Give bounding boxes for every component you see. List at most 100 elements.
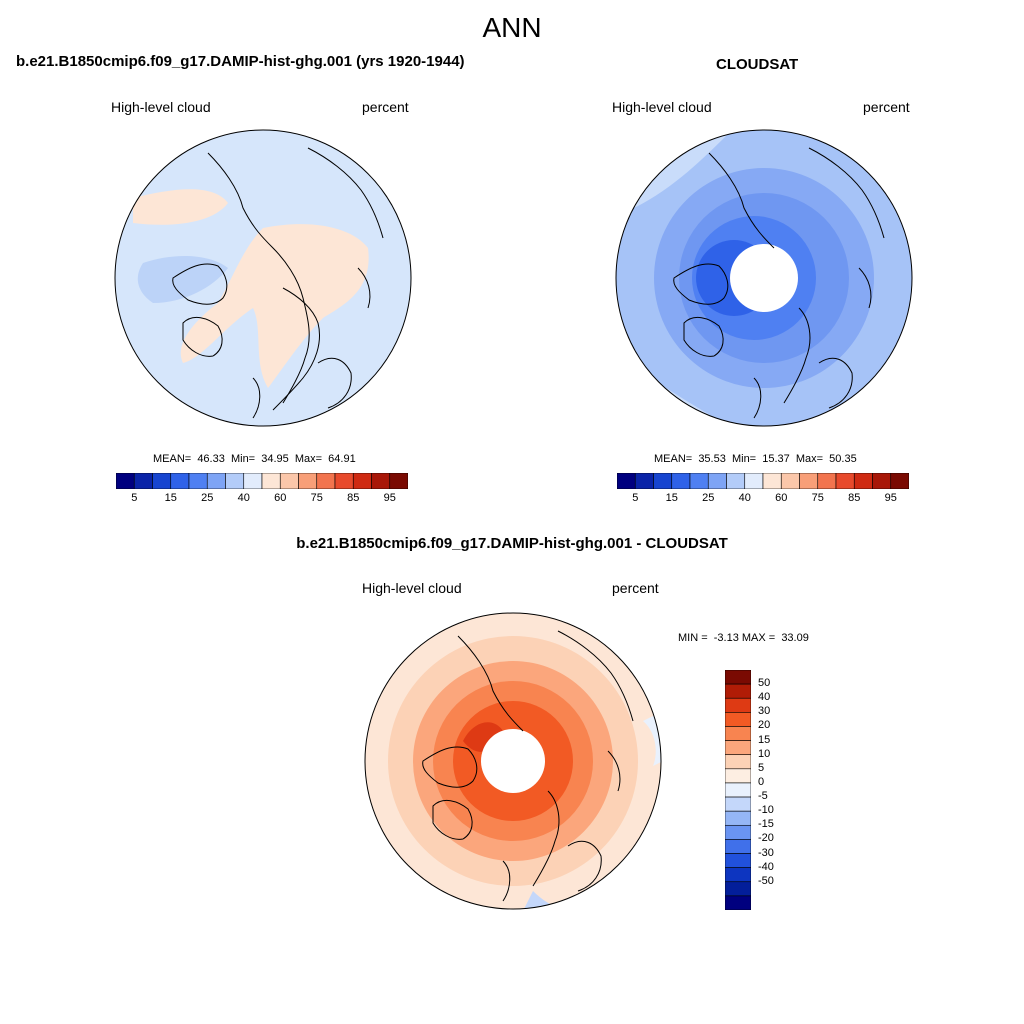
diff-polar-map: [364, 612, 662, 910]
model-variable-label: High-level cloud: [111, 99, 211, 115]
obs-colorbar: [617, 473, 909, 489]
model-colorbar-swatch: [170, 473, 190, 489]
model-colorbar-swatch: [116, 473, 135, 489]
diff-units-label: percent: [612, 580, 659, 596]
obs-colorbar-swatch: [817, 473, 837, 489]
diff-colorbar-tick-label: -30: [758, 846, 774, 859]
diff-colorbar-swatch: [725, 740, 751, 756]
diff-colorbar-swatch: [725, 754, 751, 770]
obs-colorbar-swatch: [671, 473, 691, 489]
diff-colorbar-swatch: [725, 853, 751, 868]
diff-colorbar-tick-label: -15: [758, 818, 774, 831]
obs-colorbar-swatch: [890, 473, 909, 489]
obs-colorbar-swatch: [762, 473, 782, 489]
obs-colorbar-ticks: 5 15 25 40 60 75 85 95: [617, 492, 909, 506]
model-colorbar-swatch: [225, 473, 245, 489]
obs-colorbar-tick-label: 40: [738, 492, 751, 504]
diff-colorbar-swatch: [725, 712, 751, 727]
diff-colorbar-tick-label: 40: [758, 691, 771, 704]
diff-colorbar-swatch: [725, 824, 751, 840]
model-colorbar-swatch: [261, 473, 281, 489]
obs-colorbar-swatch: [617, 473, 636, 489]
obs-colorbar-swatch: [744, 473, 764, 489]
diff-colorbar-swatch: [725, 867, 751, 883]
obs-colorbar-swatch: [653, 473, 673, 489]
model-colorbar-swatch: [316, 473, 336, 489]
model-colorbar-swatch: [371, 473, 391, 489]
diff-stats: MIN = -3.13 MAX = 33.09: [678, 632, 809, 644]
diff-variable-label: High-level cloud: [362, 580, 462, 596]
model-colorbar-ticks: 5 15 25 40 60 75 85 95: [116, 492, 408, 506]
diff-colorbar-swatch: [725, 782, 751, 798]
obs-stats: MEAN= 35.53 Min= 15.37 Max= 50.35: [654, 453, 857, 465]
model-colorbar-swatch: [206, 473, 226, 489]
obs-colorbar-tick-label: 5: [632, 492, 639, 504]
diff-panel-title: b.e21.B1850cmip6.f09_g17.DAMIP-hist-ghg.…: [296, 535, 728, 552]
obs-colorbar-tick-label: 60: [775, 492, 788, 504]
model-colorbar-tick-label: 25: [201, 492, 214, 504]
diff-colorbar-tick-label: 15: [758, 733, 771, 746]
diff-colorbar-swatch: [725, 810, 751, 826]
model-colorbar-tick-label: 95: [383, 492, 396, 504]
diff-colorbar-tick-label: 0: [758, 775, 765, 788]
obs-colorbar-swatch: [853, 473, 873, 489]
diff-colorbar-tick-label: 20: [758, 719, 771, 732]
model-colorbar-swatch: [279, 473, 299, 489]
model-colorbar-swatch: [298, 473, 318, 489]
diff-colorbar-ticks: 50 40 30 20 15 10 5 0 -5 -10 -15 -20 -30 -40 -50: [758, 670, 798, 910]
obs-colorbar-tick-label: 75: [811, 492, 824, 504]
model-colorbar-swatch: [152, 473, 172, 489]
diff-colorbar-tick-label: 50: [758, 677, 771, 690]
model-colorbar-tick-label: 85: [347, 492, 360, 504]
obs-colorbar-swatch: [707, 473, 727, 489]
obs-colorbar-swatch: [689, 473, 709, 489]
model-colorbar-swatch: [243, 473, 263, 489]
diff-colorbar-swatch: [725, 670, 751, 685]
obs-colorbar-tick-label: 85: [848, 492, 861, 504]
obs-panel-title: CLOUDSAT: [716, 56, 799, 73]
obs-polar-map: [615, 129, 913, 427]
diff-colorbar-swatch: [725, 683, 751, 699]
model-colorbar-swatch: [389, 473, 408, 489]
diff-colorbar-swatch: [725, 768, 751, 784]
model-colorbar-swatch: [334, 473, 354, 489]
obs-colorbar-swatch: [799, 473, 819, 489]
model-polar-map: [114, 129, 412, 427]
diff-colorbar-swatch: [725, 895, 751, 910]
diff-colorbar-tick-label: -40: [758, 860, 774, 873]
model-colorbar-swatch: [352, 473, 372, 489]
obs-variable-label: High-level cloud: [612, 99, 712, 115]
obs-colorbar-swatch: [872, 473, 892, 489]
obs-colorbar-swatch: [780, 473, 800, 489]
diff-colorbar-swatch: [725, 697, 751, 713]
model-colorbar-swatch: [188, 473, 208, 489]
diff-colorbar-tick-label: -10: [758, 804, 774, 817]
model-units-label: percent: [362, 99, 409, 115]
diff-colorbar-tick-label: -5: [758, 790, 768, 803]
model-colorbar-tick-label: 40: [237, 492, 250, 504]
model-colorbar-tick-label: 75: [310, 492, 323, 504]
diff-colorbar-tick-label: 5: [758, 761, 765, 774]
figure-title: ANN: [482, 12, 542, 43]
diff-colorbar-tick-label: -50: [758, 874, 774, 887]
model-colorbar-tick-label: 15: [164, 492, 177, 504]
diff-colorbar: [725, 670, 751, 910]
obs-units-label: percent: [863, 99, 910, 115]
diff-colorbar-tick-label: 30: [758, 705, 771, 718]
diff-colorbar-swatch: [725, 796, 751, 812]
obs-colorbar-swatch: [835, 473, 855, 489]
model-stats: MEAN= 46.33 Min= 34.95 Max= 64.91: [153, 453, 356, 465]
diff-colorbar-swatch: [725, 839, 751, 854]
model-colorbar-tick-label: 60: [274, 492, 287, 504]
obs-colorbar-tick-label: 25: [702, 492, 715, 504]
model-panel-title: b.e21.B1850cmip6.f09_g17.DAMIP-hist-ghg.…: [16, 53, 465, 70]
model-colorbar: [116, 473, 408, 489]
diff-colorbar-swatch: [725, 881, 751, 897]
diff-colorbar-swatch: [725, 726, 751, 741]
obs-colorbar-tick-label: 95: [884, 492, 897, 504]
diff-colorbar-tick-label: 10: [758, 747, 771, 760]
obs-colorbar-tick-label: 15: [665, 492, 678, 504]
diff-colorbar-tick-label: -20: [758, 832, 774, 845]
obs-colorbar-swatch: [726, 473, 746, 489]
obs-colorbar-swatch: [634, 473, 654, 489]
